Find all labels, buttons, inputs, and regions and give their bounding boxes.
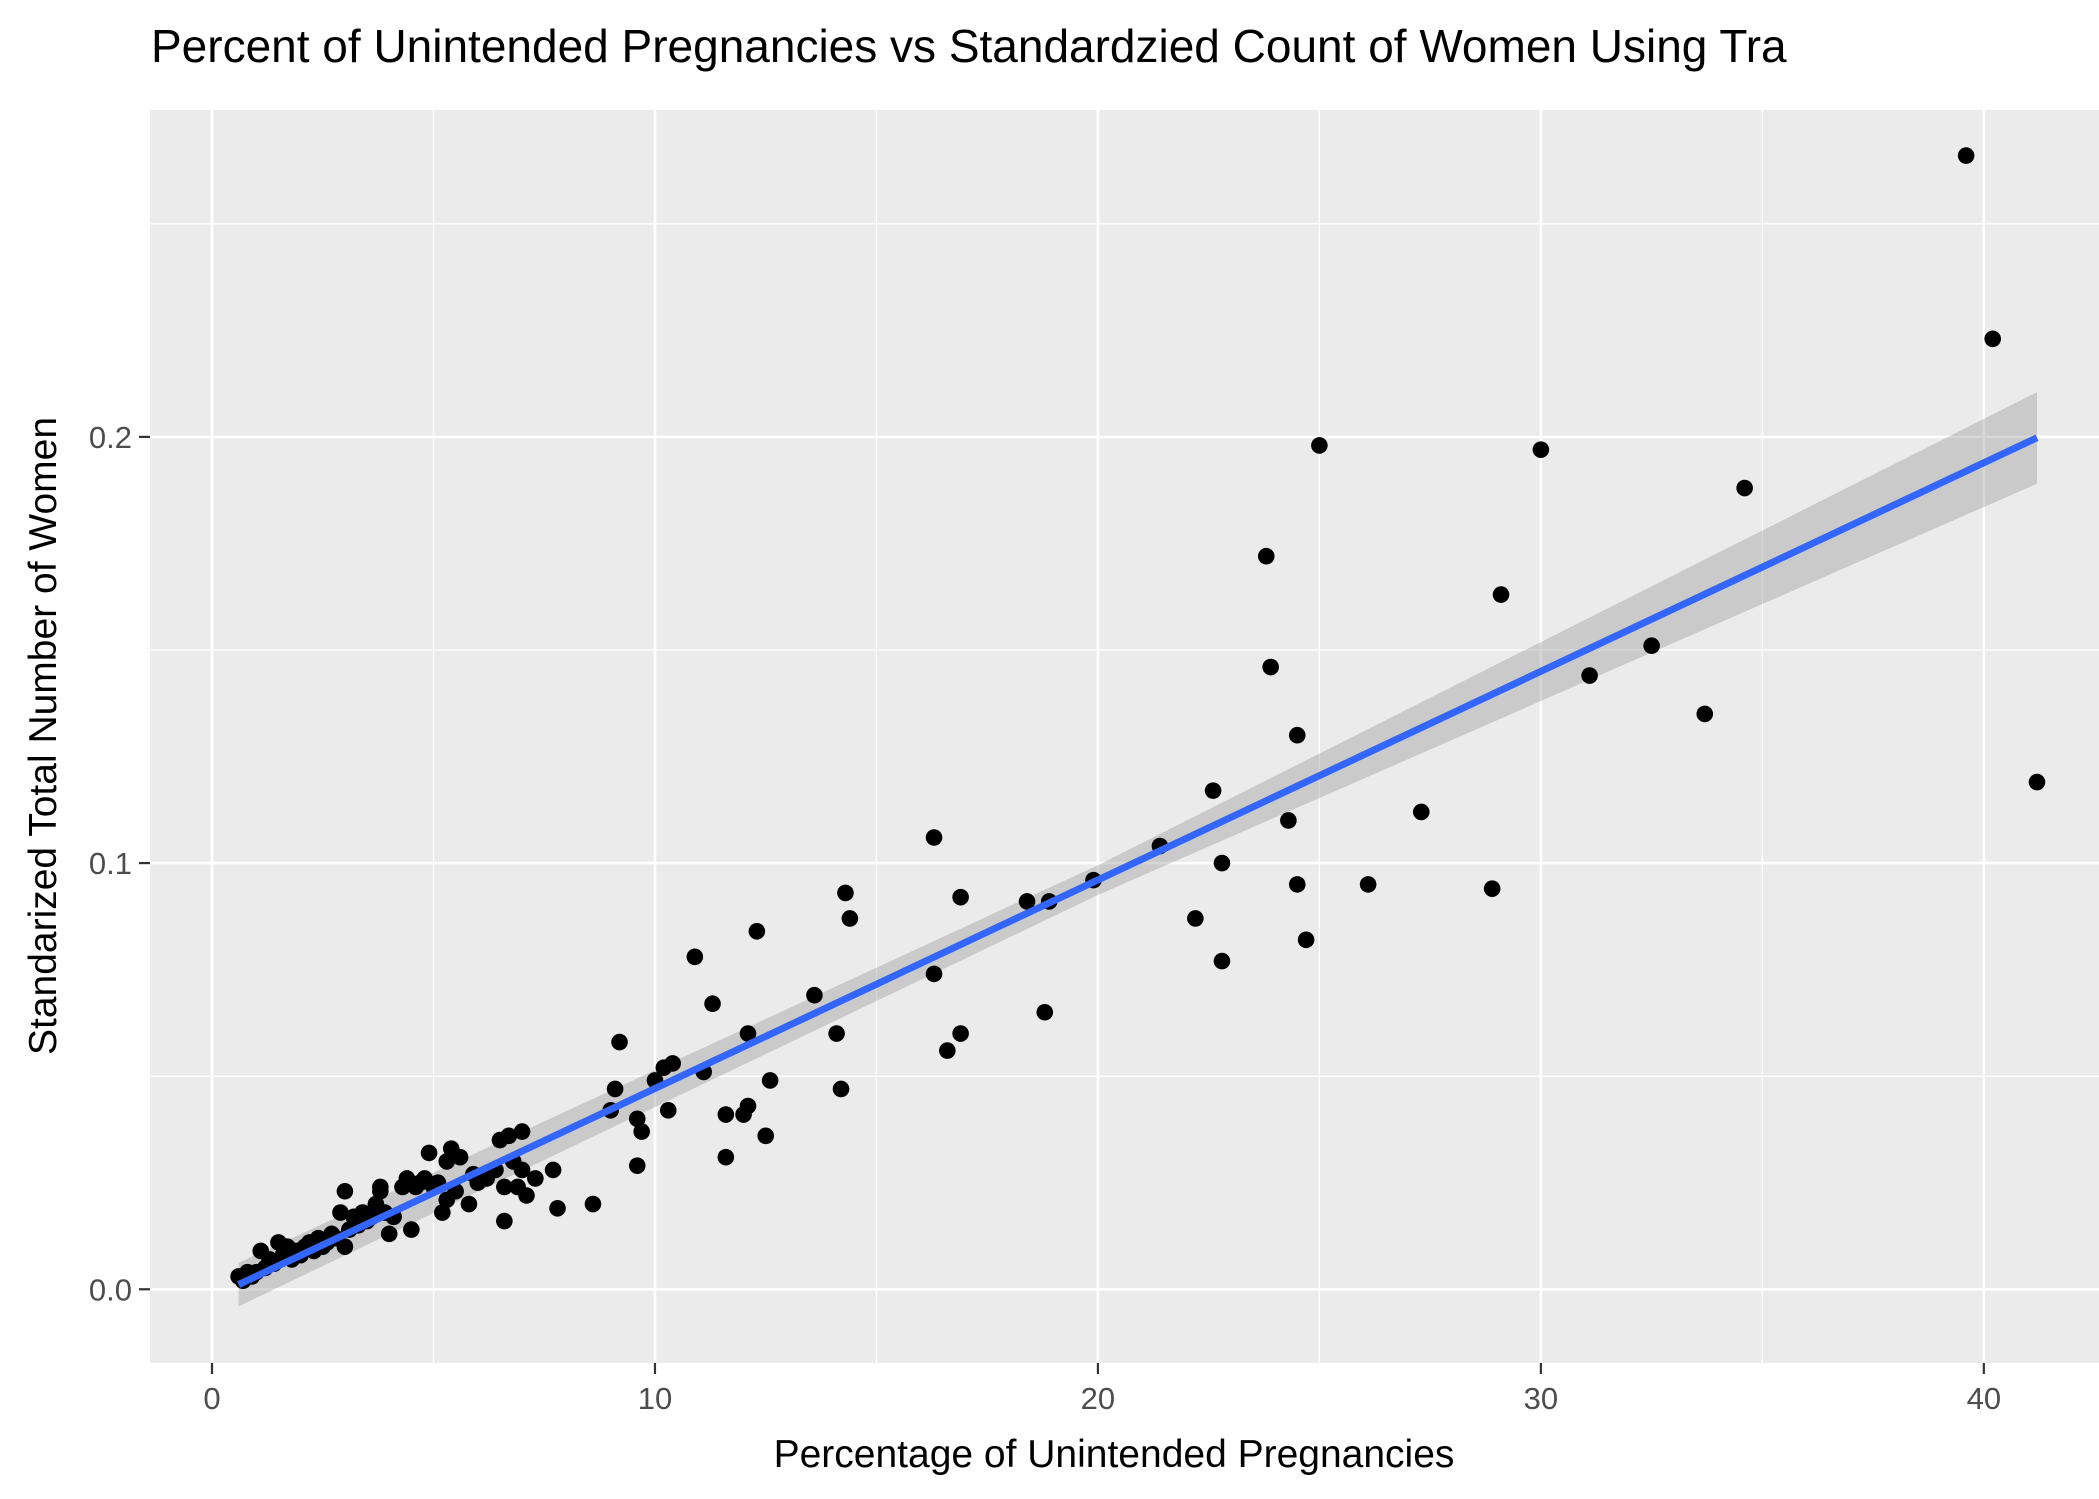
- data-point: [372, 1178, 389, 1196]
- data-point: [500, 1127, 518, 1145]
- data-point: [1213, 854, 1231, 872]
- data-point: [1204, 782, 1222, 799]
- data-point: [1288, 876, 1306, 893]
- data-point: [1213, 952, 1231, 970]
- data-point: [513, 1123, 531, 1140]
- data-point: [2028, 773, 2046, 791]
- data-point: [628, 1157, 646, 1174]
- x-tick-label: 10: [638, 1381, 672, 1416]
- data-point: [496, 1212, 513, 1230]
- data-point: [1492, 586, 1510, 603]
- y-tick-label: 0.1: [89, 846, 132, 881]
- data-point: [841, 910, 859, 927]
- data-point: [628, 1110, 646, 1128]
- data-point: [434, 1204, 451, 1221]
- data-point: [336, 1238, 354, 1255]
- data-point: [1957, 147, 1975, 164]
- data-point: [837, 884, 854, 902]
- data-point: [1359, 876, 1377, 893]
- data-point: [544, 1161, 562, 1179]
- y-axis-title: Standarized Total Number of Women: [22, 417, 65, 1055]
- major-gridlines: [150, 110, 2099, 1363]
- data-point: [336, 1182, 354, 1200]
- data-point: [952, 1025, 969, 1042]
- data-points: [230, 147, 2046, 1290]
- data-point: [606, 1080, 624, 1098]
- data-point: [1018, 893, 1036, 910]
- data-point: [925, 965, 943, 983]
- data-point: [1311, 437, 1328, 454]
- x-axis: 0 10 20 30 40: [203, 1363, 2001, 1416]
- data-point: [380, 1225, 398, 1243]
- data-point: [518, 1187, 535, 1204]
- data-point: [1643, 637, 1660, 655]
- data-point: [939, 1042, 956, 1059]
- x-tick-label: 40: [1967, 1381, 2001, 1416]
- regression-line: [237, 434, 2039, 1288]
- data-point: [611, 1033, 628, 1051]
- data-point: [1257, 547, 1275, 565]
- data-point: [1297, 931, 1315, 949]
- data-point: [1581, 667, 1598, 684]
- x-tick-label: 30: [1524, 1381, 1558, 1416]
- data-point: [451, 1148, 469, 1166]
- chart-title: Percent of Unintended Pregnancies vs Sta…: [151, 20, 1787, 72]
- data-point: [633, 1123, 650, 1140]
- data-point: [717, 1148, 735, 1166]
- confidence-ribbon-layer: [238, 392, 2037, 1307]
- data-point: [527, 1170, 544, 1187]
- data-point: [496, 1178, 513, 1196]
- data-point: [748, 922, 766, 940]
- x-tick-label: 0: [203, 1381, 220, 1416]
- data-point: [1532, 441, 1550, 458]
- data-point: [1288, 726, 1306, 744]
- data-point: [739, 1025, 757, 1042]
- data-point: [403, 1221, 420, 1238]
- confidence-ribbon: [238, 392, 2037, 1307]
- data-point: [828, 1025, 845, 1042]
- data-point: [806, 986, 823, 1004]
- data-point: [1036, 1003, 1054, 1021]
- data-point: [332, 1204, 349, 1221]
- data-point: [1984, 330, 2001, 348]
- y-tick-label: 0.0: [89, 1272, 132, 1307]
- data-point: [952, 888, 969, 906]
- y-axis: 0.0 0.1 0.2: [89, 420, 150, 1307]
- x-axis-title: Percentage of Unintended Pregnancies: [774, 1433, 1455, 1476]
- data-point: [1483, 880, 1501, 897]
- data-point: [1262, 658, 1279, 676]
- data-point: [686, 948, 704, 966]
- x-tick-label: 20: [1081, 1381, 1115, 1416]
- data-point: [1696, 705, 1714, 723]
- data-point: [659, 1101, 677, 1119]
- data-point: [925, 829, 943, 846]
- data-point: [1280, 812, 1297, 829]
- data-point: [832, 1080, 850, 1098]
- data-point: [1187, 910, 1204, 927]
- data-point: [549, 1199, 566, 1217]
- data-point: [513, 1161, 531, 1179]
- data-point: [1412, 803, 1430, 821]
- data-point: [704, 995, 721, 1013]
- data-point: [584, 1195, 602, 1213]
- minor-gridlines: [150, 110, 2099, 1363]
- data-point: [664, 1055, 681, 1072]
- data-point: [739, 1097, 757, 1115]
- regression-line-layer: [237, 434, 2039, 1288]
- data-point: [761, 1072, 779, 1089]
- data-point: [1736, 479, 1753, 497]
- data-point: [420, 1144, 438, 1162]
- data-point: [757, 1127, 775, 1145]
- y-tick-label: 0.2: [89, 420, 132, 455]
- data-point: [717, 1106, 735, 1123]
- data-point: [460, 1195, 478, 1213]
- plot-panel: [150, 110, 2099, 1363]
- data-point: [438, 1153, 456, 1170]
